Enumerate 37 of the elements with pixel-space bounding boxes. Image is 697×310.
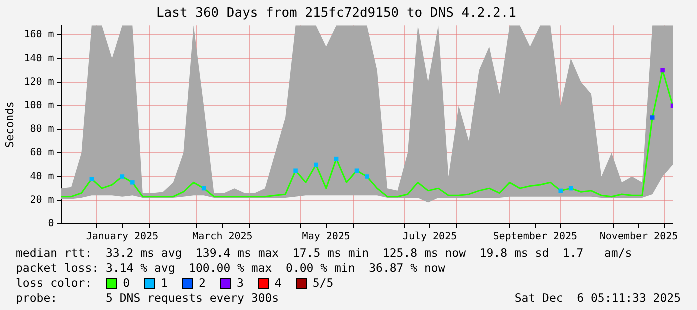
x-tick-label: July 2025 xyxy=(402,232,458,243)
x-tick-label: May 2025 xyxy=(302,232,350,243)
legend-title: loss color: xyxy=(16,276,92,291)
y-tick-label: 40 m xyxy=(30,171,54,182)
legend-label: 1 xyxy=(161,276,168,291)
x-tick-label: January 2025 xyxy=(86,232,159,243)
point xyxy=(130,180,135,185)
text: packet loss: 3.14 % avg 100.00 % max 0.00 % min 36.87 % now xyxy=(16,261,446,276)
point xyxy=(314,162,318,168)
chart-title: Last 360 Days from 215fc72d9150 to DNS 4.2.2.1 xyxy=(156,6,517,22)
x-tick-label: March 2025 xyxy=(192,232,253,243)
y-tick-label: 140 m xyxy=(24,53,54,64)
point xyxy=(294,168,298,173)
text: Sat Dec 6 05:11:33 2025 xyxy=(514,291,681,306)
point xyxy=(558,188,563,194)
y-axis-title: Seconds xyxy=(3,102,16,148)
text: median rtt: 33.2 ms avg 139.4 ms max 17.5 ms min 125.8 ms now 19.8 ms sd 1.7 am/s xyxy=(16,246,634,261)
y-tick-label: 80 m xyxy=(30,124,54,136)
point xyxy=(120,174,125,179)
text: probe: 5 DNS requests every 300s xyxy=(16,291,280,306)
point xyxy=(365,174,370,179)
y-tick-label: 100 m xyxy=(24,100,54,112)
point xyxy=(354,168,360,173)
y-tick-label: 160 m xyxy=(24,30,54,41)
legend-label: 4 xyxy=(274,276,282,291)
y-tick-label: 60 m xyxy=(30,148,54,159)
legend-label: 2 xyxy=(199,276,206,291)
legend-label: 3 xyxy=(236,276,244,291)
x-tick-label: September 2025 xyxy=(493,232,578,243)
y-tick-label: 120 m xyxy=(24,76,54,88)
point xyxy=(650,116,655,120)
legend-label: 5/5 xyxy=(312,276,334,291)
x-tick-label: November 2025 xyxy=(600,232,678,243)
y-tick-label: 20 m xyxy=(30,194,54,206)
point xyxy=(660,68,665,73)
legend-label: 0 xyxy=(123,276,130,291)
y-tick-label: 0 xyxy=(48,218,54,230)
